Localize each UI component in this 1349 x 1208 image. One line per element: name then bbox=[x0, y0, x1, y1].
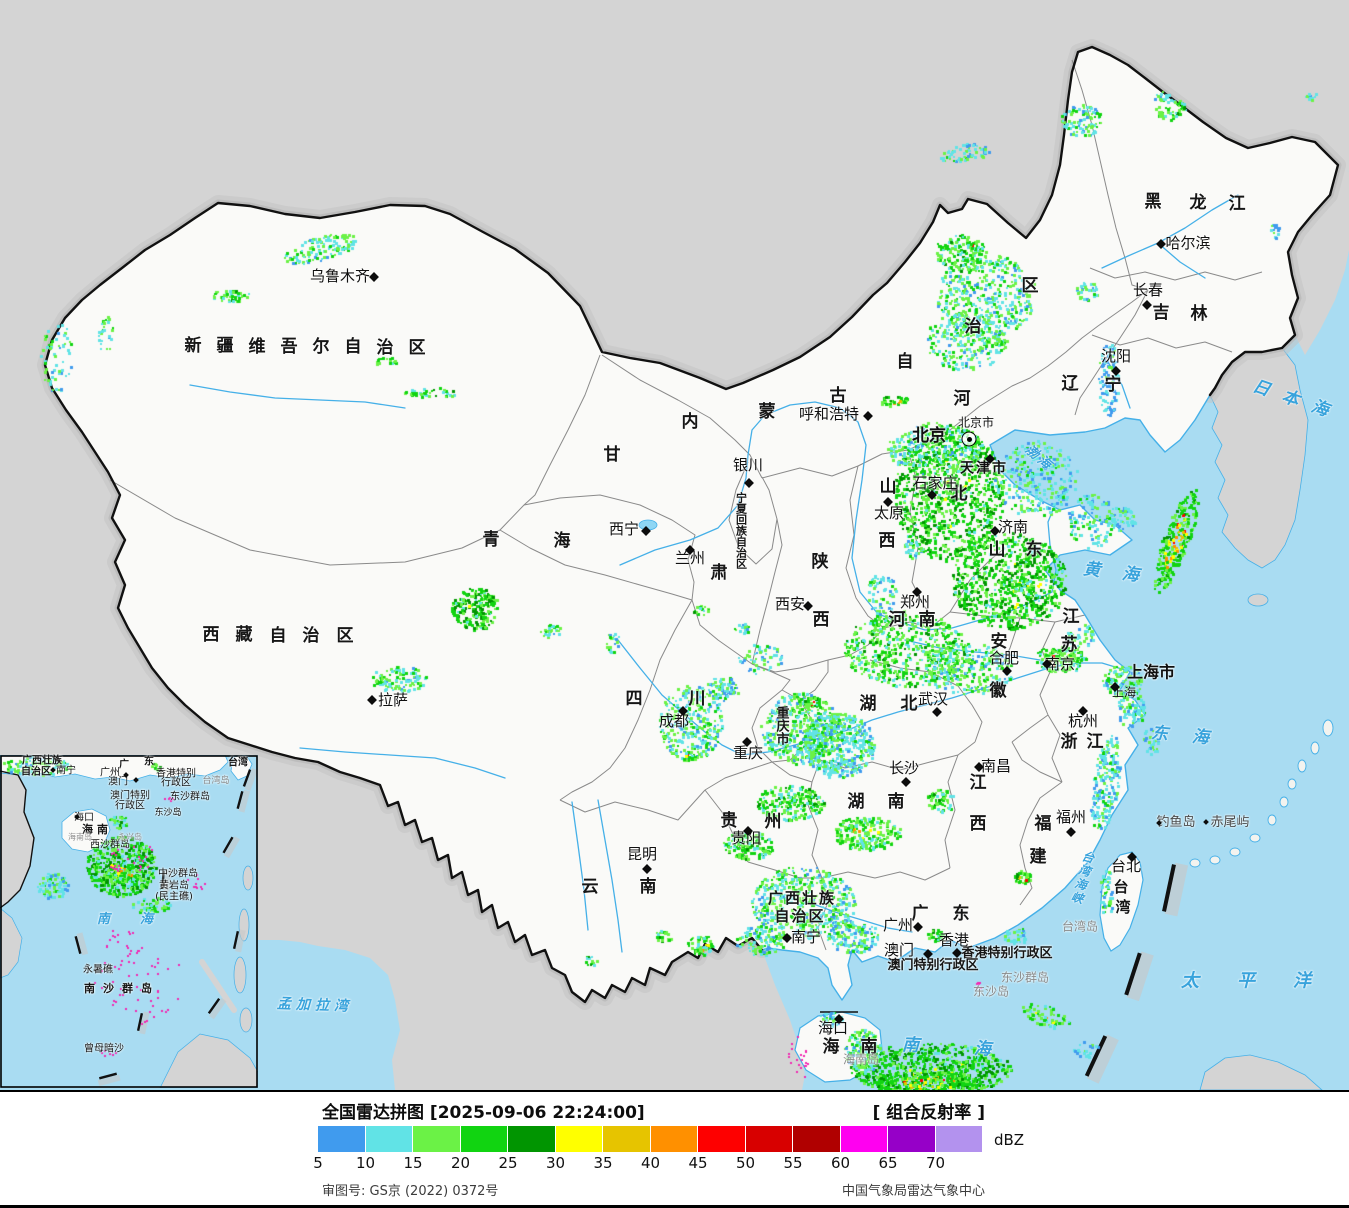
dbz-tick: 45 bbox=[688, 1154, 708, 1172]
dbz-tick: 15 bbox=[403, 1154, 423, 1172]
legend-panel: 全国雷达拼图 [2025-09-06 22:24:00] [ 组合反射率 ] d… bbox=[0, 1092, 1349, 1205]
dbz-tick: 70 bbox=[925, 1154, 946, 1172]
map-title: 全国雷达拼图 [2025-09-06 22:24:00] bbox=[322, 1103, 645, 1123]
dbz-tick: 55 bbox=[783, 1154, 803, 1172]
dbz-color-step bbox=[745, 1126, 793, 1152]
dbz-unit-label: dBZ bbox=[994, 1131, 1025, 1149]
dbz-tick: 5 bbox=[313, 1154, 323, 1172]
agency-credit: 中国气象局雷达气象中心 bbox=[841, 1184, 985, 1199]
china-radar-map: 新疆维吾尔自治区西藏自治区青海甘肃内蒙古自治区宁夏回族自治区陕西山西河北山东河南… bbox=[0, 0, 1349, 1092]
dbz-color-step bbox=[603, 1126, 651, 1152]
dbz-color-step bbox=[793, 1126, 841, 1152]
dbz-colorbar bbox=[318, 1126, 983, 1152]
dbz-tick: 35 bbox=[593, 1154, 613, 1172]
dbz-color-step bbox=[888, 1126, 936, 1152]
dbz-tick: 50 bbox=[735, 1154, 756, 1172]
product-label: [ 组合反射率 ] bbox=[872, 1103, 985, 1123]
dbz-tick: 65 bbox=[878, 1154, 898, 1172]
dbz-tick: 40 bbox=[640, 1154, 661, 1172]
dbz-color-step bbox=[840, 1126, 888, 1152]
inset-radar-echo-layer bbox=[0, 755, 258, 1088]
dbz-tick: 25 bbox=[498, 1154, 518, 1172]
dbz-color-step bbox=[650, 1126, 698, 1152]
dbz-tick: 60 bbox=[830, 1154, 851, 1172]
dbz-tick: 10 bbox=[355, 1154, 376, 1172]
dbz-color-step bbox=[935, 1126, 983, 1152]
dbz-color-step bbox=[698, 1126, 746, 1152]
dbz-color-step bbox=[555, 1126, 603, 1152]
dbz-tick: 20 bbox=[450, 1154, 471, 1172]
dbz-color-step bbox=[318, 1126, 366, 1152]
dbz-color-step bbox=[508, 1126, 556, 1152]
dbz-tick: 30 bbox=[545, 1154, 566, 1172]
map-approval-number: 审图号: GS京 (2022) 0372号 bbox=[322, 1184, 499, 1199]
dbz-color-step bbox=[460, 1126, 508, 1152]
dbz-color-step bbox=[365, 1126, 413, 1152]
dbz-color-step bbox=[413, 1126, 461, 1152]
